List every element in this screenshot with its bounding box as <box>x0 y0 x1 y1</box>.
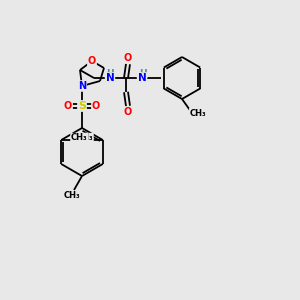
Text: CH₃: CH₃ <box>71 134 88 142</box>
Text: O: O <box>88 56 96 66</box>
Text: S: S <box>78 101 86 111</box>
Text: O: O <box>64 101 72 111</box>
Text: H: H <box>106 70 114 79</box>
Text: CH₃: CH₃ <box>76 134 93 142</box>
Text: CH₃: CH₃ <box>64 191 80 200</box>
Text: N: N <box>106 73 114 83</box>
Text: H: H <box>139 68 147 77</box>
Text: N: N <box>78 81 86 91</box>
Text: N: N <box>138 73 146 83</box>
Text: CH₃: CH₃ <box>190 109 206 118</box>
Text: O: O <box>92 101 100 111</box>
Text: O: O <box>124 53 132 63</box>
Text: O: O <box>124 107 132 117</box>
